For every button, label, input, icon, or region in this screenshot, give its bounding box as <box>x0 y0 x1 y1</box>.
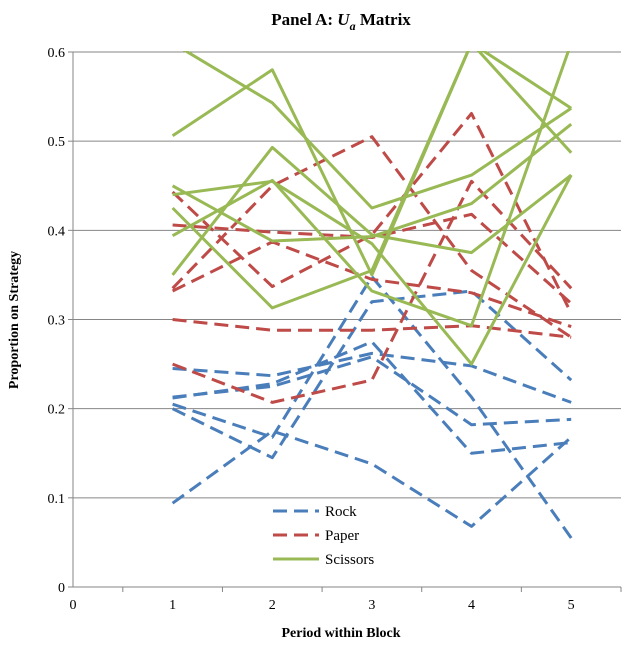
y-tick-label: 0.3 <box>48 314 66 329</box>
y-tick-label: 0.5 <box>48 135 66 150</box>
y-axis-label: Proportion on Strategy <box>7 251 22 389</box>
y-tick-label: 0.1 <box>48 492 66 507</box>
x-tick-label: 4 <box>468 598 475 613</box>
series-line-rock <box>172 355 572 427</box>
legend-label-paper: Paper <box>325 528 359 544</box>
chart-title-rest: Matrix <box>356 10 412 29</box>
series-line-paper <box>171 135 573 339</box>
chart-title-main: Panel A: <box>271 10 337 29</box>
tick-labels: 0 0.1 0.2 0.3 0.4 0.5 0.6 0 1 2 3 4 5 <box>48 46 575 613</box>
series-line-rock <box>171 289 573 460</box>
series-line-rock <box>171 429 573 528</box>
series-line-scissors <box>171 51 573 277</box>
legend: Rock Paper Scissors <box>273 504 374 568</box>
y-tick-label: 0.4 <box>48 224 66 239</box>
series-line-rock <box>172 351 572 404</box>
x-tick-label: 3 <box>368 598 375 613</box>
y-tick-label: 0 <box>58 581 65 596</box>
series-line-scissors <box>171 145 573 276</box>
series-line-scissors <box>171 51 571 328</box>
chart-title-var: U <box>337 10 350 29</box>
legend-label-rock: Rock <box>325 504 357 520</box>
series-line-scissors <box>171 123 573 243</box>
x-tick-label: 5 <box>568 598 575 613</box>
series-line-paper <box>171 112 573 314</box>
series-line-scissors <box>171 51 573 310</box>
axes <box>68 51 622 592</box>
series-line-paper <box>172 318 572 339</box>
series-line-rock <box>172 275 573 539</box>
x-tick-label: 2 <box>269 598 276 613</box>
series-line-scissors <box>182 51 573 210</box>
x-tick-label: 1 <box>169 598 176 613</box>
series-line-paper <box>172 179 573 404</box>
chart-title: Panel A: Ua Matrix <box>271 10 411 33</box>
legend-label-scissors: Scissors <box>325 552 374 568</box>
series-lines <box>171 51 573 539</box>
x-axis-label: Period within Block <box>281 626 400 641</box>
x-tick-label: 0 <box>70 598 77 613</box>
chart-title-sub: a <box>350 19 356 33</box>
series-line-scissors <box>172 174 573 366</box>
y-tick-label: 0.2 <box>48 403 66 418</box>
series-line-paper <box>171 240 572 329</box>
y-tick-label: 0.6 <box>48 46 66 61</box>
